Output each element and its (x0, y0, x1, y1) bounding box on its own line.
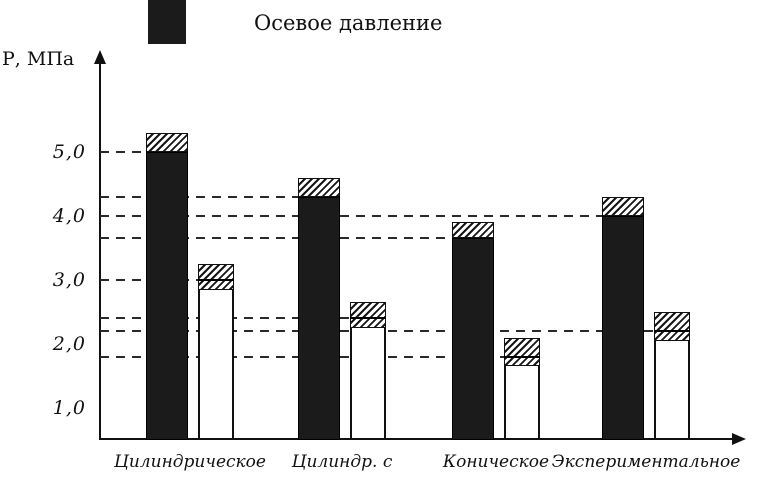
x-axis-line (100, 438, 734, 440)
bar-hatch-cap (350, 302, 386, 328)
bar-axial-pressure (298, 196, 340, 440)
bar-secondary (654, 331, 690, 440)
x-category-label: Цилиндрическое (114, 452, 266, 472)
reference-line (100, 151, 149, 153)
bar-hatch-cap (298, 177, 340, 197)
y-tick-label: 1,0 (52, 397, 86, 419)
bar-axial-pressure (602, 216, 644, 440)
reference-line (100, 215, 605, 217)
bar-hatch-cap (452, 222, 494, 239)
y-axis-label: Р, МПа (2, 48, 75, 70)
x-category-label: Коническое (442, 452, 550, 472)
y-axis-line (99, 62, 101, 440)
y-tick-label: 3,0 (52, 269, 86, 291)
bar-axial-pressure (452, 238, 494, 440)
bar-hatch-cap (146, 132, 188, 152)
bar-top-edge (350, 317, 386, 320)
reference-line (100, 195, 301, 198)
bar-secondary (350, 318, 386, 440)
bar-hatch-cap (602, 196, 644, 216)
bar-top-edge (198, 279, 234, 281)
x-axis-arrow-icon (732, 433, 746, 445)
bar-top-edge (504, 355, 540, 358)
bar-top-edge (654, 330, 690, 333)
reference-line (100, 237, 455, 240)
y-tick-label: 4,0 (52, 205, 86, 227)
legend-label-axial-pressure: Осевое давление (254, 11, 443, 35)
bar-hatch-cap (504, 337, 540, 367)
bar-axial-pressure (146, 152, 188, 440)
y-tick-label: 2,0 (52, 333, 86, 355)
bar-secondary (504, 356, 540, 440)
legend-swatch-axial-pressure (148, 0, 186, 44)
x-category-label: Экспериментальное (551, 452, 741, 472)
y-axis-arrow-icon (94, 50, 106, 64)
bar-hatch-cap (654, 312, 690, 341)
y-tick-label: 5,0 (52, 141, 86, 163)
bar-hatch-cap (198, 264, 234, 290)
x-category-label: Цилиндр. с (291, 452, 393, 472)
bar-secondary (198, 280, 234, 440)
